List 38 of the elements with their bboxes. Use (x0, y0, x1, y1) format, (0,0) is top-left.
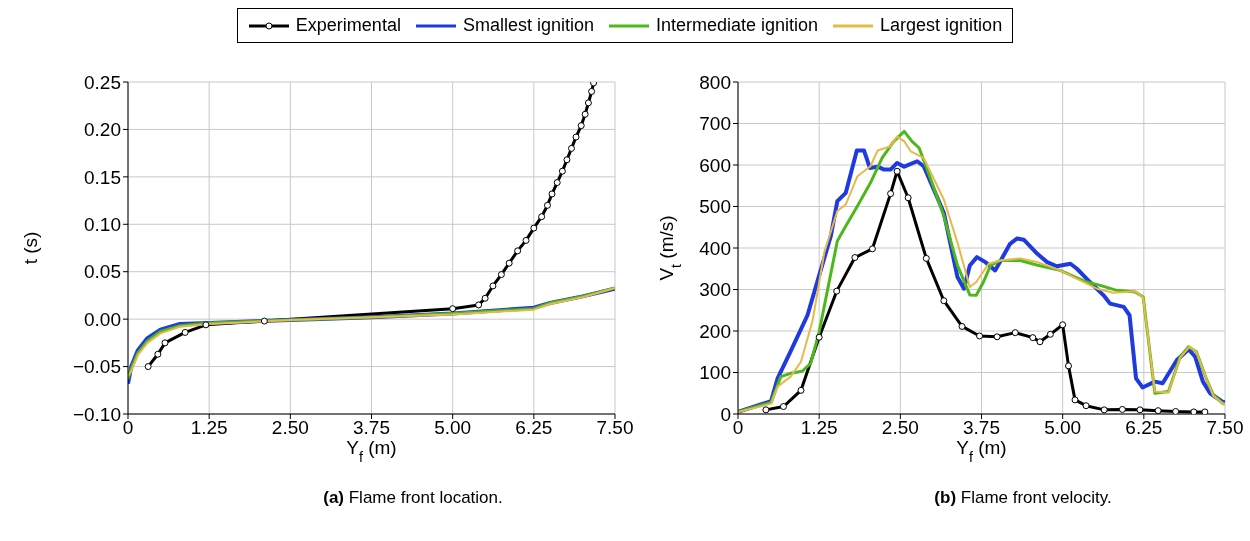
y-tick-label: 300 (699, 279, 731, 301)
y-tick-label: 500 (699, 196, 731, 218)
x-axis-title: Y$_{f}$ (m) (346, 437, 397, 465)
y-tick-label: 0 (720, 403, 731, 425)
x-tick-label: 3.75 (963, 417, 1000, 439)
x-tick-label: 1.25 (190, 417, 228, 439)
y-tick-label: 0.05 (84, 261, 121, 283)
legend-label: Intermediate ignition (655, 15, 819, 36)
y-tick-label: 600 (699, 154, 731, 176)
x-tick-label: 6.25 (515, 417, 553, 439)
y-tick-label: −0.05 (72, 356, 121, 378)
x-axis-title: Y$_{f}$ (m) (956, 437, 1007, 465)
text: (b) Flame front velocity. (933, 488, 1113, 508)
y-tick-label: 400 (699, 237, 731, 259)
y-tick-label: 200 (699, 320, 731, 342)
x-tick-label: 2.50 (271, 417, 309, 439)
y-tick-label: 0.20 (84, 119, 121, 141)
y-tick-label: 700 (699, 113, 731, 135)
x-tick-label: 1.25 (800, 417, 838, 439)
y-tick-label: 0.10 (84, 214, 121, 236)
x-tick-label: 3.75 (353, 417, 390, 439)
legend-label: Experimental (295, 15, 401, 36)
y-tick-label: 800 (699, 71, 731, 93)
x-tick-label: 5.00 (1044, 417, 1082, 439)
y-tick-label: −0.10 (72, 403, 121, 425)
legend-label: Smallest ignition (462, 15, 594, 36)
y-tick-label: 0.00 (84, 308, 121, 330)
y-tick-label: 100 (699, 362, 731, 384)
x-tick-label: 7.50 (596, 417, 634, 439)
y-axis-title: t (s) (20, 231, 41, 265)
x-tick-label: 2.50 (881, 417, 919, 439)
legend-label: Largest ignition (880, 15, 1003, 36)
x-tick-label: 7.50 (1206, 417, 1244, 439)
y-tick-label: 0.15 (84, 166, 121, 188)
text: (a) Flame front location. (322, 488, 504, 508)
y-tick-label: 0.25 (84, 71, 121, 93)
x-tick-label: 6.25 (1125, 417, 1163, 439)
x-tick-label: 5.00 (434, 417, 472, 439)
